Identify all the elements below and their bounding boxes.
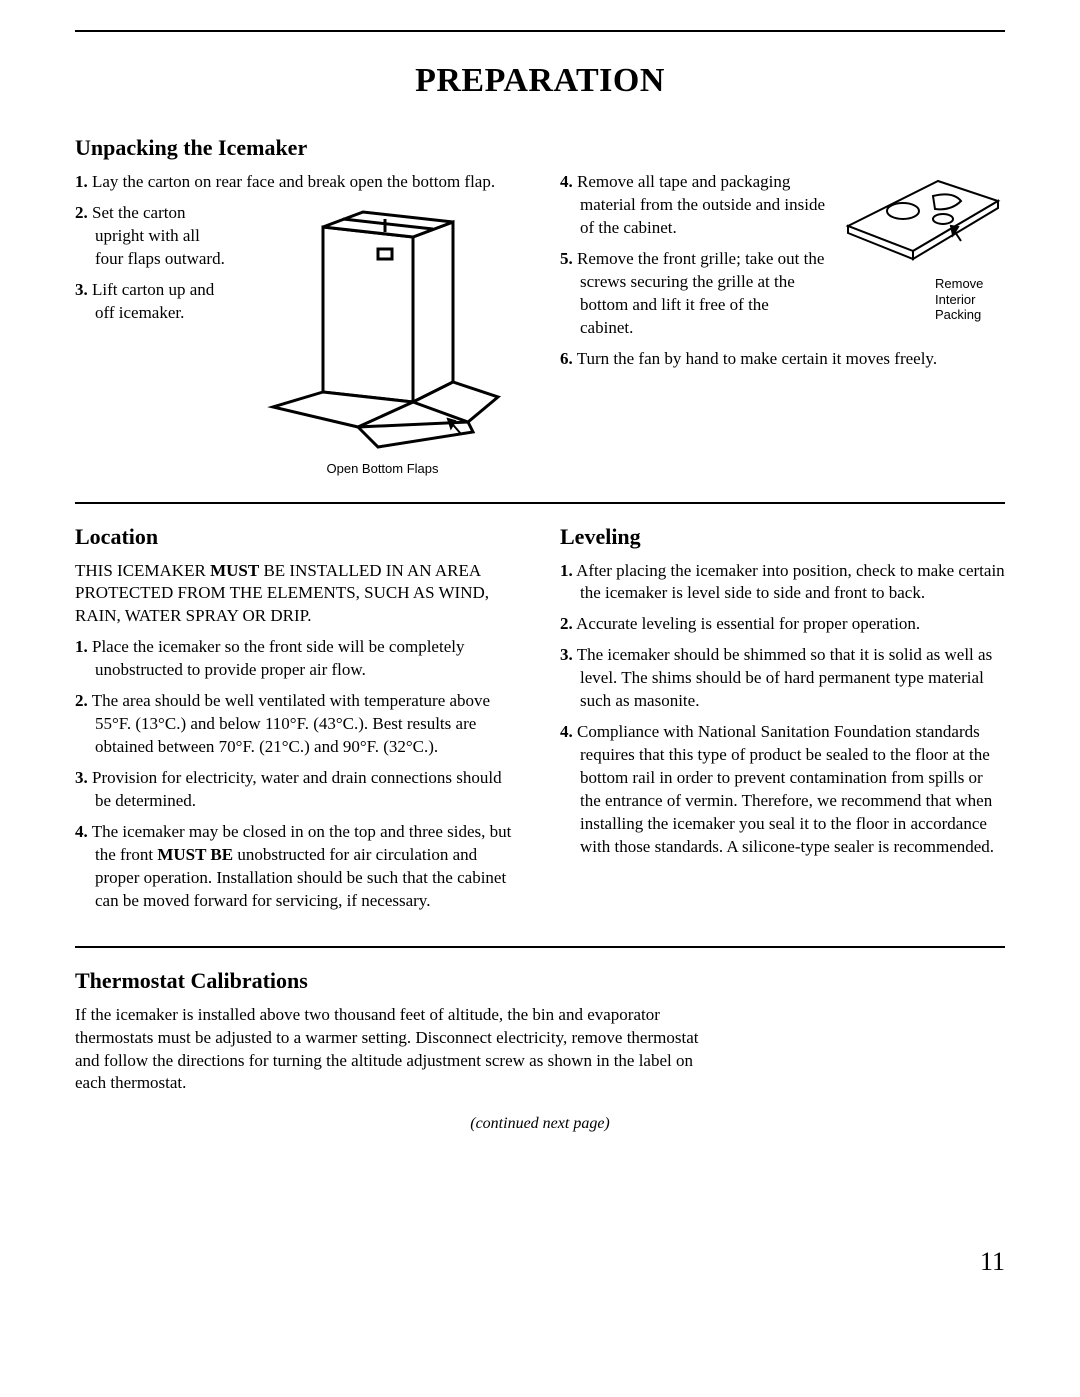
step-num: 5. [560, 249, 573, 268]
unpacking-left-col: 1. Lay the carton on rear face and break… [75, 171, 520, 477]
step-text: Provision for electricity, water and dra… [92, 768, 502, 810]
leveling-heading: Leveling [560, 524, 1005, 550]
unpack-right-figure: Remove Interior Packing [840, 171, 1005, 348]
list-item: 1. After placing the icemaker into posit… [560, 560, 1005, 606]
location-heading: Location [75, 524, 520, 550]
step-text: The area should be well ventilated with … [92, 691, 490, 756]
unpacking-right-col: 4. Remove all tape and packaging materia… [560, 171, 1005, 477]
list-item: 4. Remove all tape and packaging materia… [560, 171, 825, 240]
step-num: 4. [560, 722, 573, 741]
list-item: 4. Compliance with National Sanitation F… [560, 721, 1005, 859]
step-text: Accurate leveling is essential for prope… [576, 614, 920, 633]
step-num: 3. [75, 280, 88, 299]
location-intro-pre: THIS ICEMAKER [75, 561, 210, 580]
step-text: Set the carton upright with all four fla… [92, 203, 225, 268]
location-col: Location THIS ICEMAKER MUST BE INSTALLED… [75, 524, 520, 921]
step-text: Compliance with National Sanitation Foun… [577, 722, 994, 856]
list-item: 1. Lay the carton on rear face and break… [75, 171, 520, 194]
location-steps: 1. Place the icemaker so the front side … [75, 636, 520, 912]
location-intro: THIS ICEMAKER MUST BE INSTALLED IN AN AR… [75, 560, 520, 629]
unpacking-columns: 1. Lay the carton on rear face and break… [75, 171, 1005, 477]
unpack-left-row: 2. Set the carton upright with all four … [75, 202, 520, 477]
location-leveling-columns: Location THIS ICEMAKER MUST BE INSTALLED… [75, 524, 1005, 921]
list-item: 6. Turn the fan by hand to make certain … [560, 348, 1005, 371]
page-title: PREPARATION [75, 62, 1005, 100]
thermostat-body: If the icemaker is installed above two t… [75, 1004, 715, 1096]
step-num: 1. [75, 637, 88, 656]
unpack-right-text: 4. Remove all tape and packaging materia… [560, 171, 825, 348]
divider [75, 502, 1005, 504]
step-num: 2. [75, 203, 88, 222]
step-num: 4. [560, 172, 573, 191]
unpack-left-text: 2. Set the carton upright with all four … [75, 202, 230, 477]
list-item: 2. Set the carton upright with all four … [75, 202, 230, 271]
step-num: 2. [75, 691, 88, 710]
step-num: 6. [560, 349, 573, 368]
unpack-left-figure: Open Bottom Flaps [245, 202, 520, 477]
top-rule [75, 30, 1005, 32]
list-item: 2. The area should be well ventilated wi… [75, 690, 520, 759]
list-item: 1. Place the icemaker so the front side … [75, 636, 520, 682]
list-item: 3. Lift carton up and off icemaker. [75, 279, 230, 325]
list-item: 5. Remove the front grille; take out the… [560, 248, 825, 340]
step-num: 1. [560, 561, 573, 580]
unpacking-heading: Unpacking the Icemaker [75, 135, 1005, 161]
page-number: 11 [980, 1247, 1005, 1277]
step-text: Place the icemaker so the front side wil… [92, 637, 464, 679]
step-text: Lift carton up and off icemaker. [92, 280, 214, 322]
step-text: Turn the fan by hand to make certain it … [577, 349, 937, 368]
leveling-col: Leveling 1. After placing the icemaker i… [560, 524, 1005, 921]
location-intro-bold: MUST [210, 561, 259, 580]
interior-packing-icon [843, 171, 1003, 271]
unpack-right-top: 4. Remove all tape and packaging materia… [560, 171, 1005, 348]
leveling-steps: 1. After placing the icemaker into posit… [560, 560, 1005, 859]
carton-box-icon [263, 202, 503, 462]
step-num: 1. [75, 172, 88, 191]
step-num: 2. [560, 614, 573, 633]
step-num: 4. [75, 822, 88, 841]
unpacking-left-steps: 1. Lay the carton on rear face and break… [75, 171, 520, 194]
step4-bold: MUST BE [157, 845, 233, 864]
step-text: Remove all tape and packaging material f… [577, 172, 825, 237]
continued-text: (continued next page) [75, 1115, 1005, 1133]
step-num: 3. [75, 768, 88, 787]
step-text: After placing the icemaker into position… [576, 561, 1005, 603]
step-text: Lay the carton on rear face and break op… [92, 172, 495, 191]
step-num: 3. [560, 645, 573, 664]
list-item: 2. Accurate leveling is essential for pr… [560, 613, 1005, 636]
step-text: The icemaker should be shimmed so that i… [577, 645, 992, 710]
list-item: 3. The icemaker should be shimmed so tha… [560, 644, 1005, 713]
thermostat-heading: Thermostat Calibrations [75, 968, 1005, 994]
divider [75, 946, 1005, 948]
list-item: 3. Provision for electricity, water and … [75, 767, 520, 813]
step-text: Remove the front grille; take out the sc… [577, 249, 824, 337]
list-item: 4. The icemaker may be closed in on the … [75, 821, 520, 913]
packing-caption: Remove Interior Packing [935, 276, 1005, 323]
